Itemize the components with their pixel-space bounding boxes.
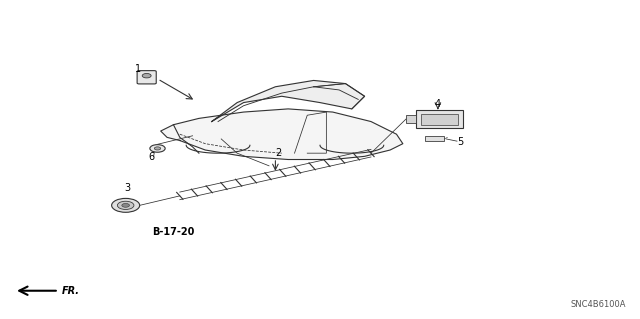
Text: FR.: FR. <box>62 286 80 296</box>
Circle shape <box>122 204 129 207</box>
Text: 5: 5 <box>457 137 463 147</box>
FancyBboxPatch shape <box>406 115 415 123</box>
Text: 1: 1 <box>135 64 141 74</box>
Text: SNC4B6100A: SNC4B6100A <box>570 300 626 309</box>
Text: 3: 3 <box>124 183 130 193</box>
Circle shape <box>111 198 140 212</box>
FancyBboxPatch shape <box>420 114 458 125</box>
Circle shape <box>142 73 151 78</box>
Text: 6: 6 <box>148 152 154 162</box>
FancyBboxPatch shape <box>137 70 156 84</box>
FancyBboxPatch shape <box>415 110 463 128</box>
Circle shape <box>154 147 161 150</box>
Text: 4: 4 <box>435 99 441 109</box>
Circle shape <box>117 201 134 210</box>
Polygon shape <box>212 80 365 122</box>
Polygon shape <box>161 109 403 160</box>
Text: 2: 2 <box>275 148 282 158</box>
Circle shape <box>150 145 165 152</box>
FancyBboxPatch shape <box>425 137 444 141</box>
Text: B-17-20: B-17-20 <box>152 227 195 237</box>
